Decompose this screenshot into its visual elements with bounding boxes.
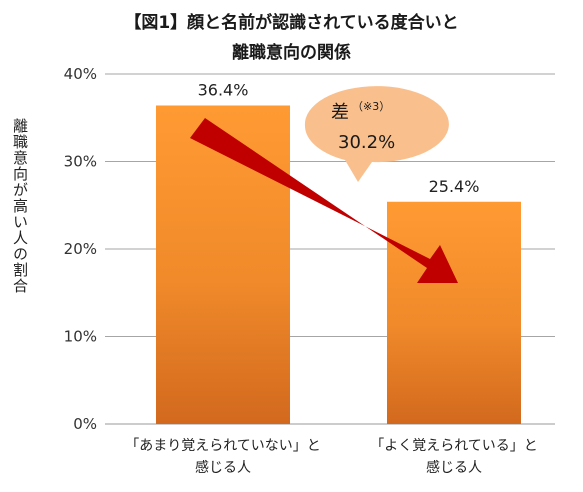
x-tick-label: 「あまり覚えられていない」と感じる人	[125, 438, 321, 476]
y-tick-label: 30%	[64, 153, 97, 171]
callout-note: （※3）	[352, 100, 390, 113]
x-tick-label-line: 「よく覚えられている」と	[370, 438, 538, 454]
bar	[156, 105, 290, 424]
chart-title-line-1: 【図1】顔と名前が認識されている度合いと	[124, 13, 459, 33]
trend-arrow	[190, 118, 458, 283]
bars-layer	[156, 105, 521, 424]
x-tick-label: 「よく覚えられている」と感じる人	[370, 438, 538, 476]
data-label: 25.4%	[429, 177, 480, 196]
data-label: 36.4%	[198, 81, 249, 100]
x-tick-label-line: 感じる人	[195, 459, 251, 476]
x-tick-label-line: 「あまり覚えられていない」と	[125, 438, 321, 454]
difference-callout: 差 （※3） 30.2%	[304, 86, 449, 182]
callout-value: 30.2%	[338, 132, 395, 153]
down-arrow-icon	[190, 118, 458, 283]
y-tick-label: 40%	[64, 65, 97, 83]
callout-bubble	[304, 86, 449, 182]
callout-label: 差	[331, 102, 349, 123]
chart-title: 【図1】顔と名前が認識されている度合いと 離職意向の関係	[0, 8, 583, 68]
y-tick-label: 10%	[64, 328, 97, 346]
chart-title-line-2: 離職意向の関係	[232, 43, 351, 63]
y-tick-label: 0%	[73, 415, 97, 433]
x-tick-label-line: 感じる人	[426, 459, 482, 476]
y-tick-label: 20%	[64, 240, 97, 258]
labels-layer: 0%10%20%30%40%36.4%「あまり覚えられていない」と感じる人25.…	[64, 65, 538, 476]
bar	[387, 201, 521, 424]
y-axis-label: 離職意向が高い人の割合	[11, 118, 29, 294]
